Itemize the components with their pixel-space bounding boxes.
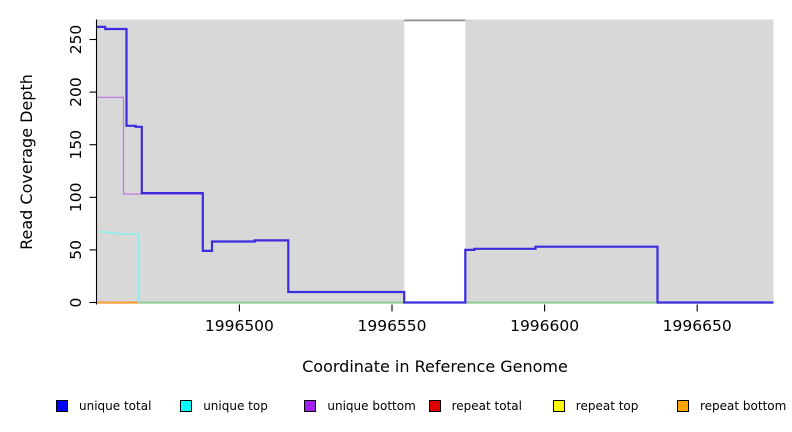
legend-swatch-icon: [56, 400, 68, 412]
legend-item-unique-bottom: unique bottom: [304, 398, 416, 414]
legend-label: unique top: [203, 399, 268, 413]
y-tick-label: 200: [67, 77, 85, 107]
legend-item-repeat-total: repeat total: [428, 398, 522, 414]
x-axis-title: Coordinate in Reference Genome: [302, 357, 568, 376]
unique-total-line: [96, 25, 774, 304]
y-tick-label: 50: [67, 240, 85, 260]
legend-item-repeat-bottom: repeat bottom: [677, 398, 786, 414]
legend: unique total unique top unique bottom repea…: [0, 398, 792, 420]
coverage-plot: 0 50 100 150 200 250 1996500 1996550 1996600 1996…: [67, 19, 774, 335]
legend-swatch-icon: [552, 400, 565, 412]
y-tick-label: 100: [67, 183, 85, 213]
legend-swatch-icon: [180, 400, 193, 412]
x-tick-label: 1996600: [510, 317, 579, 335]
y-tick-label: 250: [67, 25, 85, 55]
coverage-region-bg: [465, 19, 774, 304]
x-tick-label: 1996550: [357, 317, 426, 335]
coverage-region-bg: [96, 19, 405, 304]
legend-label: repeat total: [451, 399, 522, 413]
y-tick-label: 0: [67, 298, 85, 308]
unique-top-line: [96, 231, 140, 303]
legend-item-unique-total: unique total: [56, 398, 151, 414]
legend-label: unique bottom: [327, 399, 416, 413]
y-axis-title: Read Coverage Depth: [17, 74, 36, 250]
legend-swatch-icon: [428, 400, 441, 412]
x-tick-label: 1996500: [205, 317, 274, 335]
legend-label: unique total: [79, 399, 152, 413]
legend-label: repeat bottom: [700, 399, 787, 413]
y-tick-label: 150: [67, 130, 85, 160]
legend-item-unique-top: unique top: [180, 398, 268, 414]
legend-swatch-icon: [677, 400, 689, 412]
legend-swatch-icon: [304, 400, 317, 412]
x-tick-label: 1996650: [663, 317, 732, 335]
legend-label: repeat top: [575, 399, 639, 413]
legend-item-repeat-top: repeat top: [552, 398, 639, 414]
